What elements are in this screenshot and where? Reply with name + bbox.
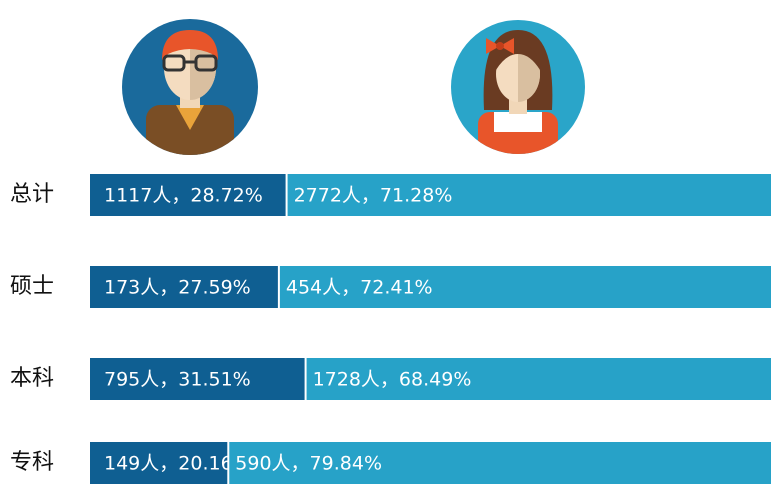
value-label: 149人，20.16% xyxy=(104,453,251,475)
bar-segment xyxy=(279,266,771,308)
value-label: 795人，31.51% xyxy=(104,369,251,391)
category-label: 本科 xyxy=(10,366,54,391)
category-label: 专科 xyxy=(10,450,54,475)
bar-segment xyxy=(90,266,278,308)
category-label: 总计 xyxy=(10,182,54,207)
category-label: 硕士 xyxy=(10,274,54,299)
bar-segment xyxy=(229,442,771,484)
female-icon xyxy=(451,20,585,154)
value-label: 1117人，28.72% xyxy=(104,185,263,207)
male-icon xyxy=(122,19,258,155)
bar-segment xyxy=(90,358,305,400)
bar-segment xyxy=(90,174,286,216)
value-label: 1728人，68.49% xyxy=(313,369,472,391)
value-label: 2772人，71.28% xyxy=(294,185,453,207)
value-label: 173人，27.59% xyxy=(104,277,251,299)
value-label: 590人，79.84% xyxy=(235,453,382,475)
bar-segment xyxy=(90,442,228,484)
value-label: 454人，72.41% xyxy=(286,277,433,299)
bar-segment xyxy=(306,358,771,400)
bar-segment xyxy=(287,174,771,216)
